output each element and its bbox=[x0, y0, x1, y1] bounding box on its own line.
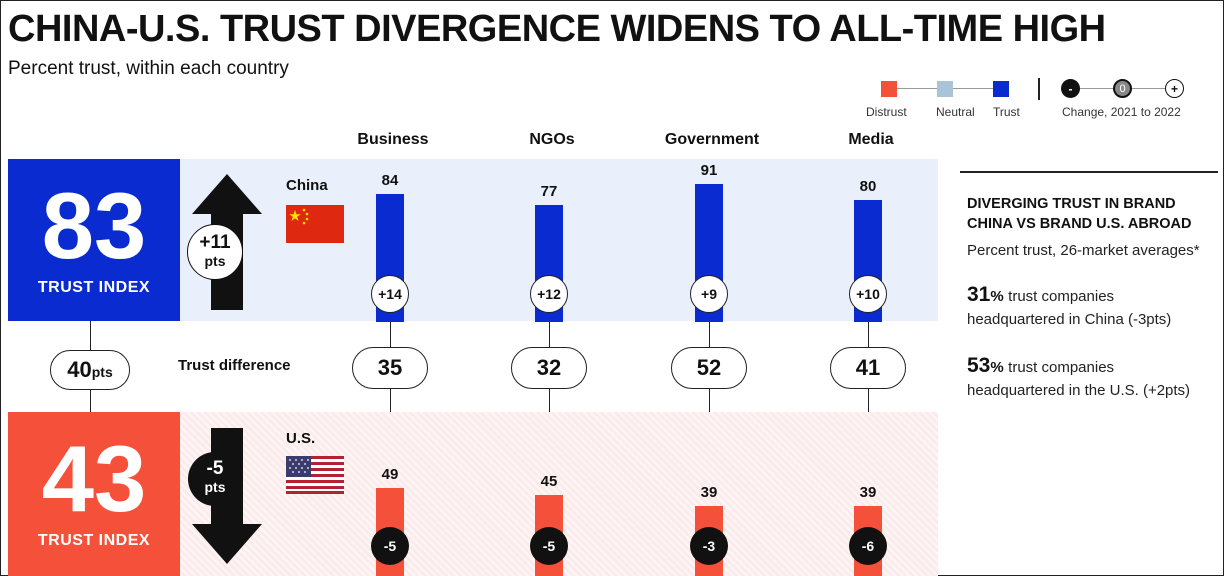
china-flag-icon bbox=[286, 205, 344, 243]
us-trust-index-label: TRUST INDEX bbox=[37, 532, 151, 549]
china-trust-index-box: 83 TRUST INDEX bbox=[8, 159, 180, 321]
us-flag-icon bbox=[286, 456, 344, 494]
china-trust-index-value: 83 bbox=[41, 173, 147, 278]
china-index-change-unit: pts bbox=[204, 253, 226, 269]
legend-change-minus: - bbox=[1061, 79, 1080, 98]
side-panel-heading-line1: DIVERGING TRUST IN BRAND bbox=[967, 196, 1176, 212]
stat-us-text-b: headquartered in the U.S. (+2pts) bbox=[967, 382, 1191, 399]
stat-china-unit: % bbox=[990, 288, 1004, 305]
legend-change-plus: + bbox=[1165, 79, 1184, 98]
chart-subtitle: Percent trust, within each country bbox=[8, 58, 289, 79]
legend-trust-swatch bbox=[993, 81, 1009, 97]
legend-trust-label: Trust bbox=[993, 105, 1020, 119]
side-panel-heading-line2: CHINA VS BRAND U.S. ABROAD bbox=[967, 216, 1192, 232]
legend-connector bbox=[897, 88, 937, 89]
stat-china-value: 31 bbox=[967, 283, 991, 306]
us-trust-index-value: 43 bbox=[41, 426, 147, 531]
us-index-change-unit: pts bbox=[204, 479, 226, 495]
category-label: Media bbox=[848, 131, 894, 148]
trust-difference-label: Trust difference bbox=[178, 357, 291, 374]
index-gap-value: 40 bbox=[67, 357, 92, 382]
side-panel: DIVERGING TRUST IN BRAND CHINA VS BRAND … bbox=[967, 194, 1223, 399]
chart-title: CHINA-U.S. TRUST DIVERGENCE WIDENS TO AL… bbox=[8, 8, 1106, 50]
index-gap-pill: 40pts bbox=[50, 350, 130, 390]
us-country-label: U.S. bbox=[286, 430, 316, 447]
category-label: Government bbox=[664, 131, 760, 148]
stat-china-text-b: headquartered in China (-3pts) bbox=[967, 311, 1172, 328]
china-country-label: China bbox=[286, 177, 328, 194]
category-label: Business bbox=[357, 131, 429, 148]
us-index-change-value: -5 bbox=[206, 458, 224, 479]
legend-neutral-swatch bbox=[937, 81, 953, 97]
legend-divider bbox=[1038, 78, 1040, 100]
stat-us-unit: % bbox=[990, 359, 1004, 376]
stat-us: 53% trust companies bbox=[967, 354, 1223, 380]
us-trust-index-box: 43 TRUST INDEX bbox=[8, 412, 180, 576]
legend-change-zero: 0 bbox=[1113, 79, 1132, 98]
legend-distrust-label: Distrust bbox=[866, 105, 907, 119]
side-panel-subheading: Percent trust, 26-market averages* bbox=[967, 242, 1200, 259]
category-label: NGOs bbox=[529, 131, 575, 148]
side-panel-rule bbox=[960, 171, 1218, 173]
china-trust-index-label: TRUST INDEX bbox=[37, 279, 151, 296]
us-index-change-badge: -5 pts bbox=[188, 452, 242, 506]
legend-distrust-swatch bbox=[881, 81, 897, 97]
index-gap-unit: pts bbox=[91, 364, 113, 380]
stat-china: 31% trust companies bbox=[967, 283, 1223, 309]
stat-china-text-a: trust companies bbox=[1008, 288, 1115, 305]
stat-us-text-a: trust companies bbox=[1008, 359, 1115, 376]
china-index-change-badge: +11 pts bbox=[187, 224, 243, 280]
legend-change-label: Change, 2021 to 2022 bbox=[1062, 105, 1181, 119]
legend-connector bbox=[953, 88, 993, 89]
china-index-change-value: +11 bbox=[199, 232, 231, 253]
legend-neutral-label: Neutral bbox=[936, 105, 975, 119]
stat-us-value: 53 bbox=[967, 354, 991, 377]
